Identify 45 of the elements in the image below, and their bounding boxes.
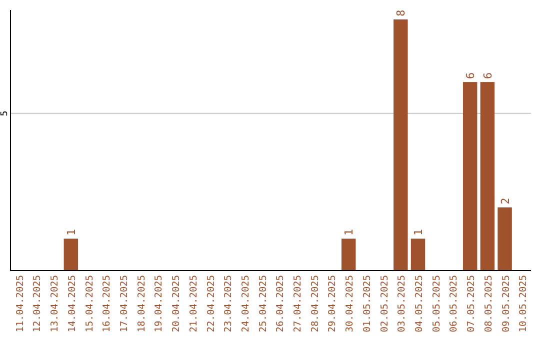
x-tick-label: 18.04.2025 bbox=[136, 275, 148, 332]
x-tick-label: 02.05.2025 bbox=[379, 275, 390, 332]
x-tick-label: 23.04.2025 bbox=[223, 275, 234, 332]
x-tick-label: 10.05.2025 bbox=[518, 275, 530, 332]
x-tick-label: 21.04.2025 bbox=[188, 275, 200, 332]
x-tick-label: 24.04.2025 bbox=[240, 275, 252, 332]
x-tick-label: 30.04.2025 bbox=[344, 275, 356, 332]
x-tick-label: 17.04.2025 bbox=[118, 275, 130, 332]
x-tick-label: 20.04.2025 bbox=[171, 275, 182, 332]
bar bbox=[394, 19, 408, 270]
data-label: 1 bbox=[64, 229, 78, 236]
x-tick-label: 05.05.2025 bbox=[431, 275, 442, 332]
bar bbox=[341, 238, 356, 270]
x-tick-label: 03.05.2025 bbox=[396, 275, 408, 332]
data-label: 1 bbox=[412, 229, 426, 236]
y-tick-label: 5 bbox=[0, 110, 10, 116]
x-tick-label: 25.04.2025 bbox=[258, 275, 269, 332]
bar bbox=[462, 82, 478, 270]
x-tick-label: 04.05.2025 bbox=[414, 275, 426, 332]
x-tick-label: 06.05.2025 bbox=[448, 275, 460, 332]
data-label: 6 bbox=[464, 72, 478, 80]
data-label: 8 bbox=[394, 10, 408, 16]
x-tick-label: 28.04.2025 bbox=[310, 275, 321, 332]
data-label: 1 bbox=[342, 229, 356, 236]
x-tick-label: 08.05.2025 bbox=[483, 275, 494, 332]
x-tick-label: 09.05.2025 bbox=[500, 275, 512, 332]
bar bbox=[64, 238, 78, 270]
x-tick-label: 15.04.2025 bbox=[84, 275, 96, 332]
x-tick-label: 29.04.2025 bbox=[327, 275, 338, 332]
x-tick-label: 12.04.2025 bbox=[32, 275, 44, 332]
data-label: 6 bbox=[481, 72, 494, 80]
bar bbox=[480, 82, 495, 270]
x-tick-label: 26.04.2025 bbox=[275, 275, 286, 332]
x-tick-label: 16.04.2025 bbox=[102, 275, 113, 332]
x-tick-label: 22.04.2025 bbox=[206, 275, 217, 332]
x-tick-label: 01.05.2025 bbox=[362, 275, 373, 332]
bar bbox=[498, 207, 512, 270]
data-label: 2 bbox=[498, 198, 512, 204]
bar bbox=[410, 238, 426, 270]
x-tick-label: 13.04.2025 bbox=[50, 275, 61, 332]
x-tick-label: 27.04.2025 bbox=[292, 275, 304, 332]
x-tick-label: 11.04.2025 bbox=[14, 275, 26, 332]
x-tick-label: 07.05.2025 bbox=[466, 275, 478, 332]
x-tick-label: 19.04.2025 bbox=[154, 275, 165, 332]
x-tick-label: 14.04.2025 bbox=[66, 275, 78, 332]
